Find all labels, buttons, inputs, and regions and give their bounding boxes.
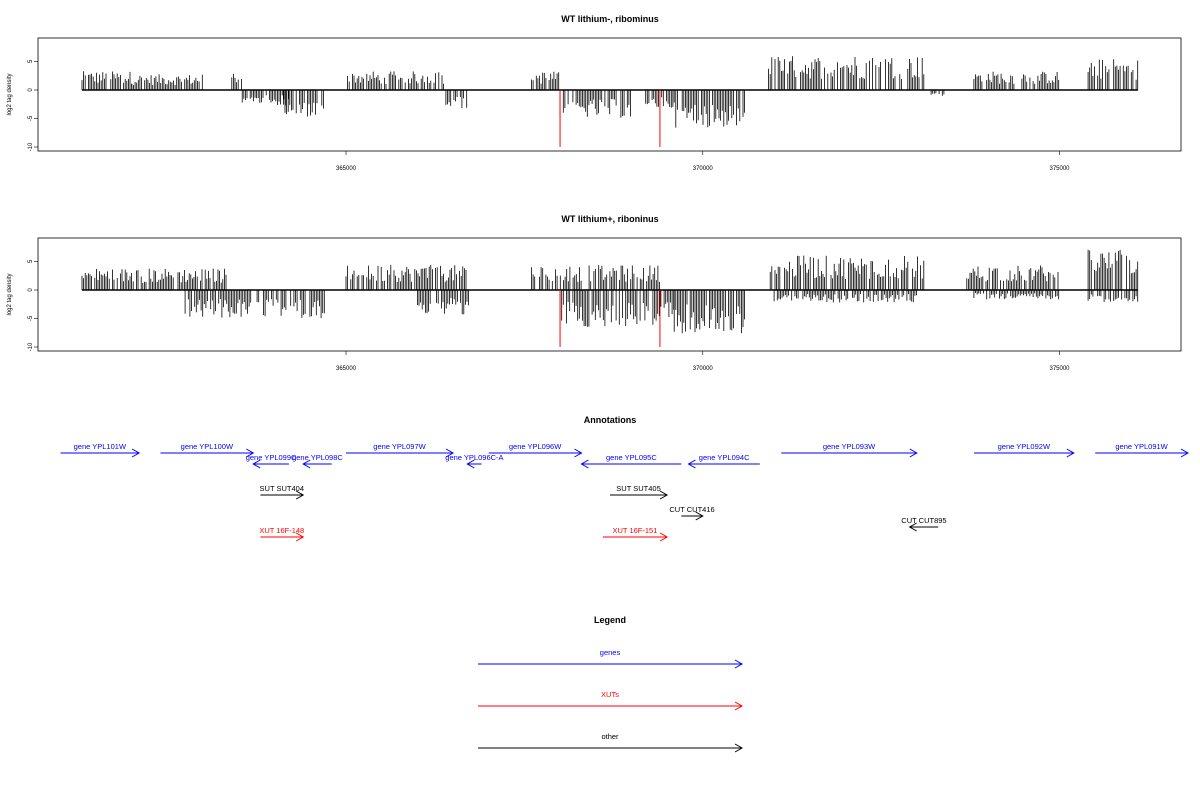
annotation-feature: gene YPL101W [60,442,141,458]
x-tick-label: 370000 [693,366,714,372]
x-tick-label: 365000 [336,366,357,372]
annotations-title: Annotations [584,415,637,425]
legend-label: other [601,732,619,741]
legend-label: XUTs [601,690,619,699]
feature-arrow-head [1066,448,1075,458]
x-tick-label: 365000 [336,166,357,172]
annotation-feature: gene YPL099C [246,453,297,469]
x-tick-label: 375000 [1049,166,1070,172]
annotation-feature: gene YPL097W [346,442,455,458]
legend-item: other [478,732,744,753]
y-tick-label: 5 [28,59,34,63]
feature-arrow-head [1180,448,1189,458]
feature-label: gene YPL101W [74,442,127,451]
annotation-feature: gene YPL096C-A [445,453,504,469]
y-tick-label: -5 [28,315,34,321]
feature-label: gene YPL092W [998,442,1051,451]
annotation-feature: gene YPL096W [488,442,583,458]
chart-title: WT lithium-, ribominus [561,14,659,24]
legend-arrow-head [734,743,744,753]
feature-arrow-head [252,459,261,469]
y-tick-label: 5 [28,259,34,263]
annotation-feature: gene YPL098C [292,453,343,469]
feature-label: gene YPL096W [509,442,562,451]
feature-arrow-head [445,448,455,458]
feature-arrow-head [466,459,475,469]
feature-arrow-head [245,448,255,458]
legend-item: genes [478,648,744,669]
signal-series [81,56,1139,128]
x-tick-label: 370000 [693,166,714,172]
feature-label: gene YPL093W [823,442,876,451]
chart-panel-1: WT lithium-, ribominus log2 tag density -1… [7,14,1182,172]
y-tick-label: -10 [28,342,34,351]
legend-arrow-head [734,701,744,711]
feature-label: XUT 16F-148 [259,526,304,535]
feature-label: SUT SUT405 [616,484,660,493]
legend-title: Legend [594,615,626,625]
feature-label: gene YPL099C [246,453,297,462]
y-tick-label: 0 [28,88,34,92]
legend-arrow-head [734,659,744,669]
feature-label: gene YPL094C [699,453,750,462]
annotation-feature: SUT SUT405 [610,484,669,500]
x-axis: 365000 370000 375000 [336,351,1070,372]
annotation-feature: SUT SUT404 [260,484,305,500]
y-axis: -10 -5 0 5 [28,59,38,151]
feature-label: gene YPL100W [181,442,234,451]
annotation-feature: XUT 16F-148 [259,526,305,542]
feature-label: gene YPL097W [373,442,426,451]
feature-label: SUT SUT404 [260,484,304,493]
legend-item: XUTs [478,690,744,711]
feature-arrow-head [295,490,305,500]
annotation-feature: gene YPL091W [1095,442,1189,458]
annotation-feature: XUT 16F-151 [602,526,669,542]
signal-series [81,249,1139,334]
plot-frame [37,237,1182,352]
feature-arrow-head [908,522,917,532]
feature-arrow-head [659,532,669,542]
y-axis-label: log2 tag density [7,73,13,115]
x-axis: 365000 370000 375000 [336,151,1070,172]
legend-panel: Legend genes XUTs other [478,615,744,753]
y-tick-label: -10 [28,142,34,151]
feature-label: XUT 16F-151 [613,526,658,535]
annotation-feature: CUT CUT895 [901,516,947,532]
y-axis-label: log2 tag density [7,273,13,315]
annotation-feature: gene YPL093W [781,442,918,458]
y-tick-label: -5 [28,115,34,121]
chart-panel-2: WT lithium+, riboninus log2 tag density -1… [7,214,1182,372]
feature-arrow-head [131,448,141,458]
feature-label: gene YPL091W [1115,442,1168,451]
feature-label: gene YPL095C [606,453,657,462]
feature-arrow-head [695,511,704,521]
feature-label: CUT CUT416 [669,505,714,514]
feature-arrow-head [574,448,583,458]
feature-arrow-head [302,459,311,469]
annotations-panel: Annotations gene YPL101W gene YPL100W gene … [60,415,1189,542]
feature-arrow-head [659,490,669,500]
chart-title: WT lithium+, riboninus [561,214,658,224]
annotation-feature: gene YPL095C [580,453,682,469]
plot-frame [37,37,1182,152]
feature-arrow-head [909,448,918,458]
feature-arrow-head [295,532,305,542]
annotation-feature: CUT CUT416 [669,505,715,521]
feature-arrow-head [580,459,589,469]
feature-label: CUT CUT895 [901,516,946,525]
annotation-feature: gene YPL092W [973,442,1075,458]
feature-label: gene YPL098C [292,453,343,462]
x-tick-label: 375000 [1049,366,1070,372]
y-axis: -10 -5 0 5 [28,259,38,351]
annotation-feature: gene YPL094C [687,453,760,469]
legend-label: genes [600,648,621,657]
annotation-feature: gene YPL100W [160,442,255,458]
feature-arrow-head [687,459,696,469]
feature-label: gene YPL096C-A [445,453,503,462]
y-tick-label: 0 [28,288,34,292]
